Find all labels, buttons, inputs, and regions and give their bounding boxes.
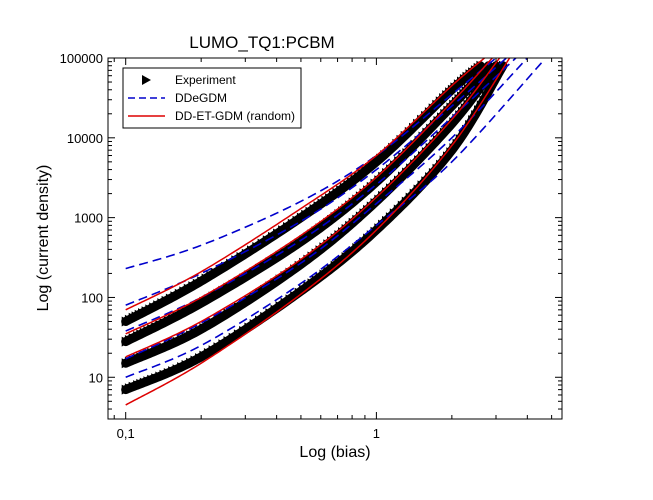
experiment-marker <box>468 115 478 126</box>
legend-entry: Experiment <box>142 73 236 87</box>
experiment-marker <box>213 288 223 299</box>
experiment-marker <box>260 311 270 322</box>
experiment-marker <box>285 244 295 255</box>
experiment-marker <box>203 320 213 331</box>
y-tick-label: 100000 <box>60 51 103 66</box>
experiment-marker <box>244 322 254 333</box>
ticks-layer: 10 100 1000 10000 100000 0,1 1 <box>60 51 562 441</box>
legend-label: DDeGDM <box>175 91 227 105</box>
series-layer <box>121 58 544 406</box>
experiment-marker <box>285 294 295 305</box>
experiment-marker <box>287 218 297 229</box>
legend-entry: DDeGDM <box>128 91 227 105</box>
chart-title: LUMO_TQ1:PCBM <box>189 33 334 52</box>
legend-label: Experiment <box>175 73 236 87</box>
plot-frame <box>107 57 563 420</box>
experiment-marker <box>213 314 223 325</box>
experiment-marker <box>233 329 243 340</box>
experiment-marker <box>239 326 249 336</box>
experiment-marker <box>226 258 236 269</box>
ddegdm-curve-1 <box>125 58 497 270</box>
experiment-marker <box>206 270 216 281</box>
y-tick-label: 1000 <box>74 211 103 226</box>
experiment-marker <box>233 276 243 287</box>
experiment-marker <box>203 294 213 305</box>
experiment-marker <box>223 282 233 293</box>
experiment-marker <box>211 267 220 278</box>
x-tick-label: 0,1 <box>117 426 135 441</box>
y-tick-label: 10000 <box>67 131 103 146</box>
experiment-marker <box>257 238 267 249</box>
legend: Experiment DDeGDM DD-ET-GDM (random) <box>122 67 302 129</box>
experiment-marker <box>239 298 249 309</box>
experiment-marker <box>280 297 290 308</box>
experiment-marker <box>221 261 230 272</box>
y-tick-label: 10 <box>89 370 103 385</box>
experiment-marker <box>249 319 259 329</box>
experiment-marker <box>236 252 246 262</box>
experiment-marker <box>208 291 218 302</box>
experiment-marker <box>273 228 283 239</box>
experiment-marker <box>223 308 233 319</box>
y-axis-title: Log (current density) <box>35 165 52 312</box>
legend-marker-experiment <box>142 75 151 85</box>
experiment-marker <box>465 120 475 130</box>
experiment-marker <box>208 317 218 328</box>
experiment-marker <box>280 247 290 258</box>
experiment-marker <box>223 336 233 347</box>
experiment-marker <box>270 304 280 315</box>
experiment-marker <box>215 264 225 275</box>
legend-box <box>122 67 302 129</box>
experiment-marker <box>244 295 254 306</box>
experiment-marker <box>218 311 228 322</box>
experiment-marker <box>255 315 264 326</box>
experiment-curve-3 <box>121 61 501 369</box>
experiment-marker <box>476 100 486 111</box>
legend-label: DD-ET-GDM (random) <box>175 109 295 123</box>
experiment-marker <box>270 254 280 265</box>
ddetgdm-curve-3 <box>125 58 501 358</box>
ddetgdm-curve-1 <box>125 58 486 311</box>
experiment-marker <box>252 242 262 252</box>
experiment-marker <box>270 277 280 288</box>
ddegdm-curve-3 <box>125 58 517 332</box>
legend-entry: DD-ET-GDM (random) <box>128 109 295 123</box>
experiment-marker <box>218 285 228 296</box>
experiment-marker <box>275 250 285 261</box>
experiment-marker <box>260 260 270 271</box>
ddegdm-curve-2 <box>125 58 507 306</box>
experiment-marker <box>265 308 275 319</box>
x-axis-title: Log (bias) <box>299 444 370 461</box>
experiment-marker <box>228 305 238 316</box>
experiment-marker <box>201 273 211 284</box>
experiment-marker <box>208 345 218 356</box>
experiment-marker <box>275 301 285 312</box>
ddetgdm-curve-2 <box>125 58 493 335</box>
experiment-marker <box>233 302 243 313</box>
experiment-marker <box>471 110 481 121</box>
experiment-marker <box>213 342 223 353</box>
experiment-marker <box>241 248 251 259</box>
x-tick-label: 1 <box>373 426 380 441</box>
experiment-marker <box>280 271 290 281</box>
y-tick-label: 100 <box>81 290 103 305</box>
experiment-marker <box>228 332 238 343</box>
experiment-marker <box>285 267 295 278</box>
experiment-marker <box>203 348 213 358</box>
experiment-marker <box>275 274 285 285</box>
experiment-marker <box>247 245 256 256</box>
ddetgdm-curve-4 <box>125 58 511 406</box>
experiment-marker <box>218 339 228 350</box>
